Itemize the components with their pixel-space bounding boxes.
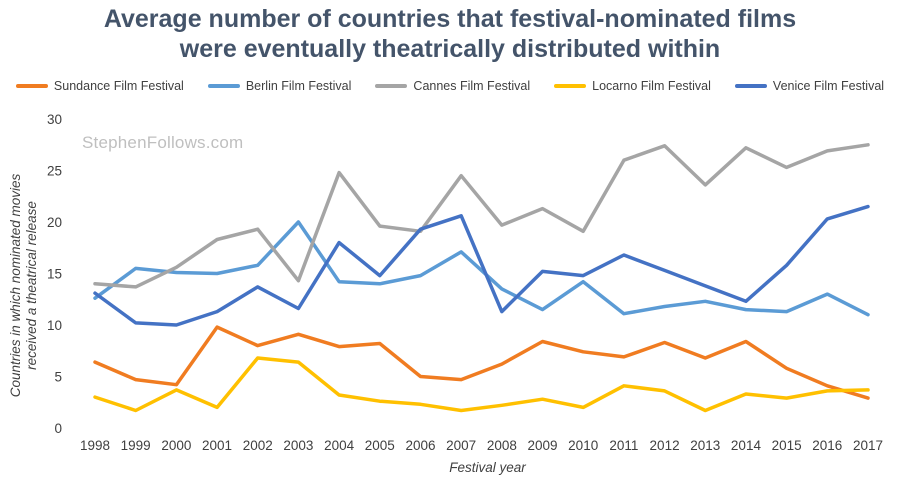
watermark: StephenFollows.com <box>82 133 244 152</box>
y-tick-label: 5 <box>54 370 62 385</box>
y-tick-label: 30 <box>47 112 62 127</box>
legend-swatch-1 <box>15 84 48 88</box>
chart-title-line-1: Average number of countries that festiva… <box>103 5 797 33</box>
chart-title-line-2: were eventually theatrically distributed… <box>179 35 721 63</box>
series-line-3 <box>93 143 870 289</box>
x-tick-label: 2015 <box>772 438 802 453</box>
y-axis-label-line-2: received a theatrical release <box>24 201 39 370</box>
x-tick-label: 2006 <box>405 438 435 453</box>
x-tick-label: 2009 <box>528 438 558 453</box>
x-tick-label: 2013 <box>690 438 720 453</box>
x-tick-label: 2003 <box>283 438 313 453</box>
x-tick-label: 2004 <box>324 438 355 453</box>
x-tick-label: 2002 <box>243 438 273 453</box>
legend-label-1: Sundance Film Festival <box>53 79 184 93</box>
x-tick-label: 2011 <box>609 438 638 453</box>
x-tick-label: 2005 <box>365 438 395 453</box>
x-tick-label: 2014 <box>731 438 762 453</box>
legend-item-4: Locarno Film Festival <box>554 79 711 93</box>
series-line-2 <box>93 220 870 317</box>
x-tick-label: 2017 <box>853 438 883 453</box>
y-tick-label: 20 <box>47 215 62 230</box>
y-axis-label-line-1: Countries in which nominated movies <box>8 173 23 397</box>
legend-item-1: Sundance Film Festival <box>15 79 184 93</box>
x-tick-label: 2012 <box>650 438 680 453</box>
y-tick-label: 15 <box>47 267 62 282</box>
y-tick-label: 10 <box>47 318 62 333</box>
x-tick-label: 1998 <box>80 438 110 453</box>
legend-label-3: Cannes Film Festival <box>413 79 531 93</box>
legend-swatch-5 <box>734 84 767 88</box>
series-line-4 <box>93 356 870 413</box>
x-tick-label: 2016 <box>812 438 842 453</box>
legend-swatch-2 <box>207 84 240 88</box>
series-line-5 <box>93 204 870 327</box>
x-tick-label: 2008 <box>487 438 517 453</box>
x-axis-label: Festival year <box>449 460 526 475</box>
legend-label-2: Berlin Film Festival <box>245 79 352 93</box>
series-line-1 <box>93 325 870 400</box>
chart-title: Average number of countries that festiva… <box>0 4 900 64</box>
legend-label-4: Locarno Film Festival <box>592 79 711 93</box>
legend-item-5: Venice Film Festival <box>734 79 885 93</box>
chart-legend: Sundance Film Festival Berlin Film Festiv… <box>0 76 900 96</box>
legend-item-3: Cannes Film Festival <box>375 79 530 93</box>
x-tick-label: 2001 <box>202 438 232 453</box>
legend-label-5: Venice Film Festival <box>772 79 885 93</box>
x-tick-label: 2010 <box>568 438 598 453</box>
x-tick-label: 1999 <box>121 438 151 453</box>
x-tick-label: 2007 <box>446 438 476 453</box>
x-tick-label: 2000 <box>161 438 191 453</box>
y-tick-label: 0 <box>54 421 62 436</box>
y-tick-label: 25 <box>47 164 62 179</box>
legend-item-2: Berlin Film Festival <box>207 79 352 93</box>
legend-swatch-4 <box>554 84 587 88</box>
legend-swatch-3 <box>375 84 408 88</box>
